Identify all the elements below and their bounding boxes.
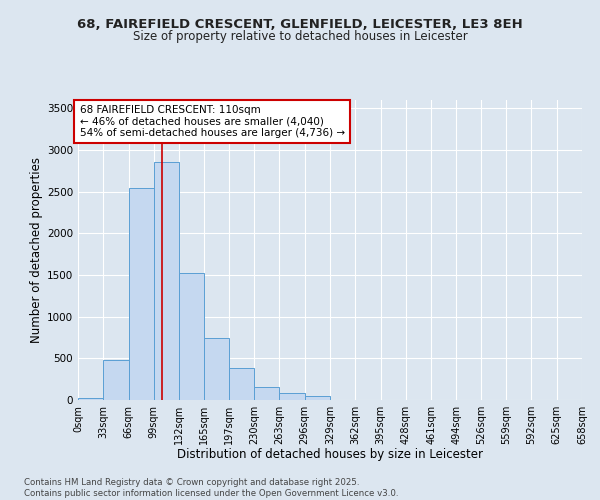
Bar [154,162,179,400]
Bar [254,387,280,400]
Text: 68, FAIREFIELD CRESCENT, GLENFIELD, LEICESTER, LE3 8EH: 68, FAIREFIELD CRESCENT, GLENFIELD, LEIC… [77,18,523,30]
Bar [128,188,154,400]
Bar [103,360,128,400]
Bar [179,272,205,400]
Bar [229,368,254,400]
Text: Contains HM Land Registry data © Crown copyright and database right 2025.
Contai: Contains HM Land Registry data © Crown c… [24,478,398,498]
Y-axis label: Number of detached properties: Number of detached properties [30,157,43,343]
Text: 68 FAIREFIELD CRESCENT: 110sqm
← 46% of detached houses are smaller (4,040)
54% : 68 FAIREFIELD CRESCENT: 110sqm ← 46% of … [80,105,344,138]
Bar [305,396,330,400]
Bar [280,394,305,400]
Text: Size of property relative to detached houses in Leicester: Size of property relative to detached ho… [133,30,467,43]
Bar [78,398,103,400]
Bar [205,338,229,400]
X-axis label: Distribution of detached houses by size in Leicester: Distribution of detached houses by size … [177,448,483,462]
